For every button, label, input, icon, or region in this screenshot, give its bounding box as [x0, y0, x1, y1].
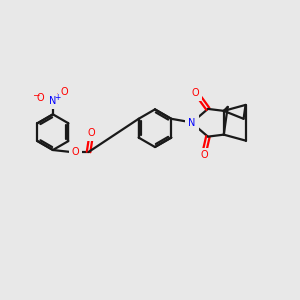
Text: N: N — [49, 97, 57, 106]
Text: O: O — [191, 88, 199, 98]
Text: −: − — [32, 90, 40, 99]
Text: O: O — [72, 147, 80, 157]
Text: N: N — [188, 118, 196, 128]
Text: O: O — [200, 150, 208, 161]
Text: O: O — [36, 94, 44, 103]
Text: O: O — [61, 86, 69, 97]
Text: O: O — [88, 128, 95, 138]
Text: +: + — [55, 93, 61, 102]
